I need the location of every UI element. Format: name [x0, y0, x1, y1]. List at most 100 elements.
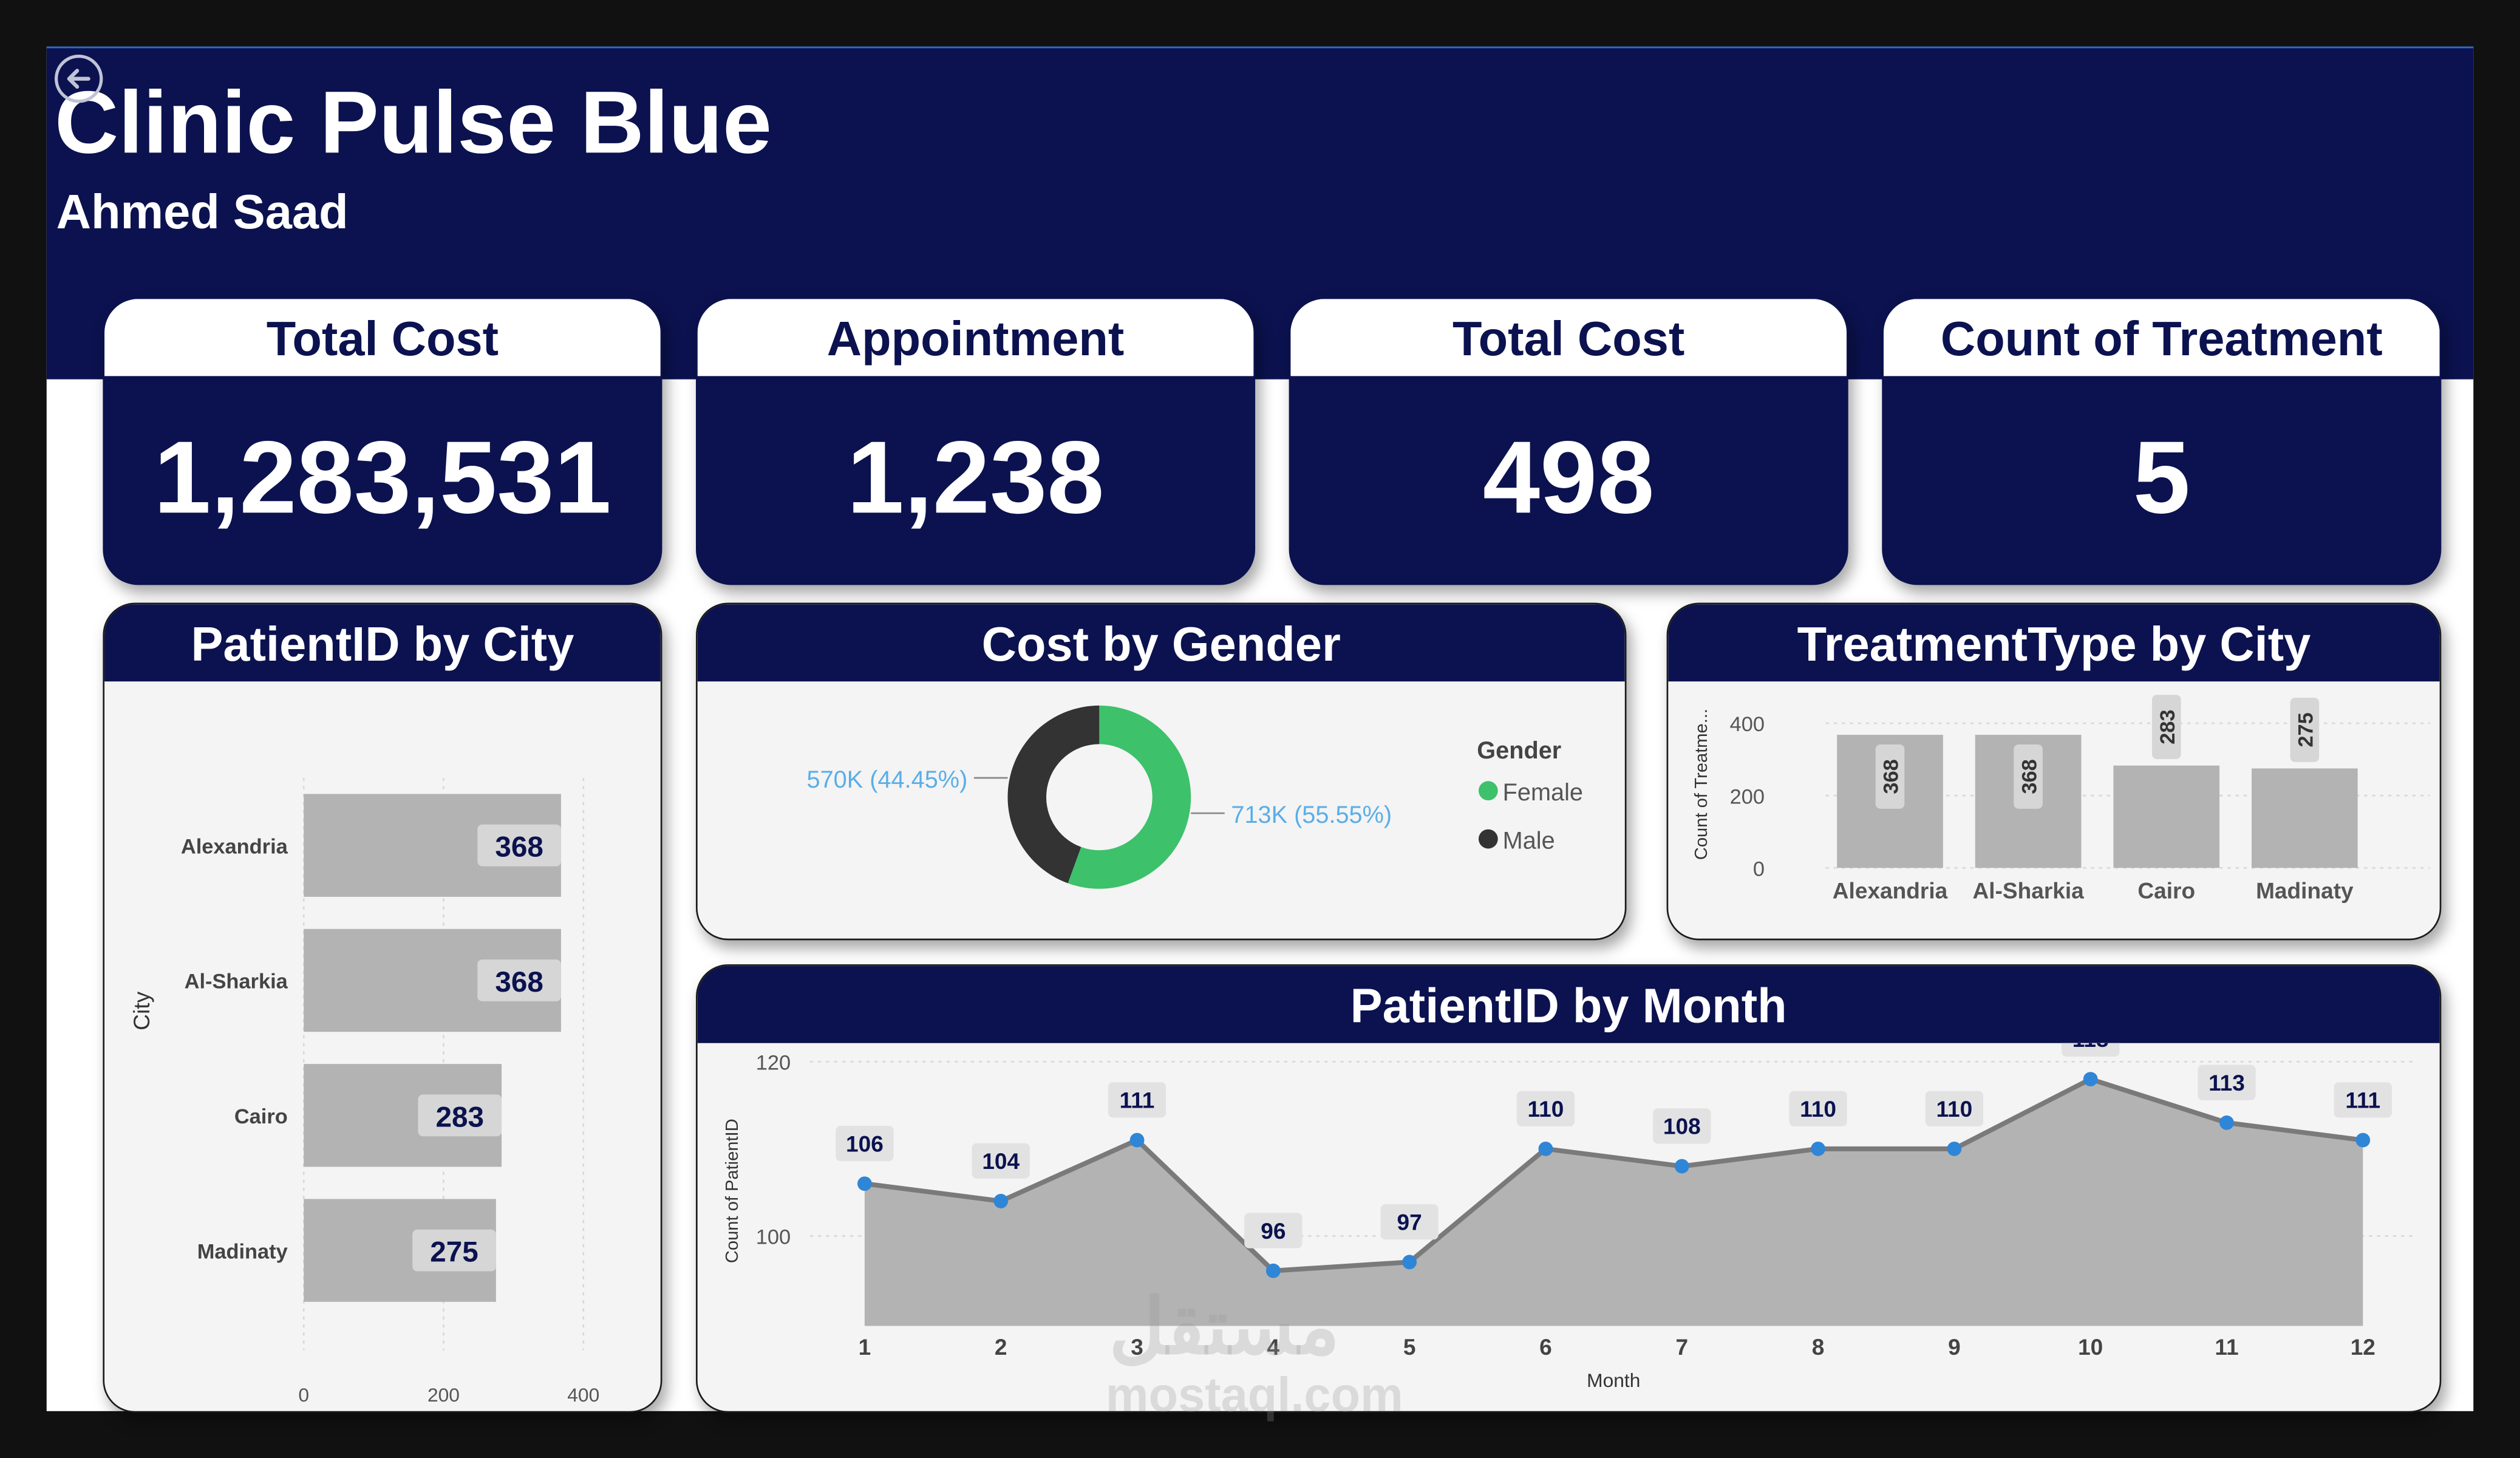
- y-tick-label: 400: [1730, 713, 1765, 736]
- x-tick-label: 4: [1267, 1334, 1280, 1360]
- y-axis-title: Count of Treatme...: [1692, 709, 1711, 860]
- pie-slice: [1007, 705, 1100, 884]
- data-label: 97: [1397, 1209, 1422, 1235]
- chart-title: PatientID by City: [104, 604, 661, 682]
- legend-marker: [1478, 781, 1498, 801]
- x-axis-title: Month: [1587, 1369, 1640, 1391]
- data-point: [857, 1176, 872, 1191]
- y-tick-label: 200: [1730, 785, 1765, 808]
- card-patientid-by-city[interactable]: PatientID by City 0 200 400 Alexandria 368 Al…: [103, 602, 662, 1413]
- watermark-logo-text: مستقل: [1109, 1286, 1340, 1371]
- series-line: [864, 1076, 2363, 1273]
- x-tick-label: 8: [1812, 1334, 1825, 1360]
- data-point: [993, 1194, 1009, 1208]
- x-tick-label: 2: [995, 1334, 1007, 1360]
- data-label-box: [2014, 744, 2043, 809]
- data-label: 713K (55.55%): [1231, 802, 1392, 828]
- category-label: Alexandria: [181, 835, 288, 858]
- kpi-value: 1,283,531: [154, 419, 611, 536]
- x-tick-label: 6: [1539, 1334, 1552, 1360]
- data-point: [1811, 1141, 1825, 1156]
- card-patientid-by-month[interactable]: PatientID by Month 100 120 106 1 104 2 111 3 96 4…: [696, 964, 2442, 1413]
- page-title: Clinic Pulse Blue: [54, 72, 772, 172]
- data-label: 118: [2072, 1043, 2109, 1052]
- kpi-card-appointment: Appointment 1,238: [696, 297, 1256, 585]
- kpi-card-count-of-treatment: Count of Treatment 5: [1882, 297, 2442, 585]
- y-axis-title: Count of PatientID: [723, 1119, 742, 1263]
- data-label: 275: [2295, 712, 2318, 747]
- y-tick-label: 0: [1753, 857, 1765, 881]
- data-label-box: [2334, 1082, 2392, 1118]
- chart-title: TreatmentType by City: [1668, 604, 2440, 682]
- data-label: 283: [435, 1101, 483, 1133]
- x-tick-label: 12: [2351, 1334, 2375, 1360]
- category-label: Madinaty: [2256, 878, 2354, 904]
- x-tick-label: 5: [1403, 1334, 1416, 1360]
- arrow-left-circle-icon[interactable]: [54, 54, 103, 103]
- data-label: 111: [1120, 1088, 1155, 1113]
- kpi-label: Count of Treatment: [1883, 299, 2440, 376]
- data-point: [1674, 1159, 1689, 1174]
- patientid-by-month-chart: 100 120 106 1 104 2 111 3 96 4 97 5 110 6 108 7 110 8 110 9…: [723, 1021, 2417, 1391]
- data-label: 96: [1261, 1218, 1286, 1244]
- chart-title: Cost by Gender: [697, 604, 1625, 682]
- x-tick-label: 200: [427, 1384, 460, 1406]
- data-label: 368: [1880, 759, 1903, 794]
- y-tick-label: 120: [756, 1052, 791, 1075]
- data-label: 570K (44.45%): [807, 766, 968, 793]
- data-label: 283: [2156, 709, 2179, 744]
- data-label-box: [1380, 1204, 1439, 1240]
- legend-marker: [1478, 829, 1498, 849]
- card-treatmenttype-by-city[interactable]: TreatmentType by City 0 200 400 368 Alexandr…: [1666, 602, 2442, 941]
- pie-slice: [1068, 705, 1191, 889]
- data-label: 110: [1936, 1096, 1972, 1122]
- data-label: 368: [2018, 759, 2041, 794]
- category-label: Alexandria: [1833, 878, 1948, 904]
- data-point: [2219, 1115, 2234, 1130]
- data-label-box: [1244, 1213, 1303, 1248]
- data-label-box: [1875, 744, 1905, 809]
- data-label: 275: [430, 1236, 478, 1269]
- legend-label: Female: [1503, 779, 1583, 806]
- y-tick-label: 100: [756, 1226, 791, 1249]
- data-label-box: [2290, 697, 2320, 762]
- treatmenttype-by-city-chart: 0 200 400 368 Alexandria 368 Al-Sharkia 283 Cair…: [1692, 695, 2430, 904]
- data-label: 111: [2345, 1088, 2380, 1113]
- chart-title: PatientID by Month: [697, 966, 2440, 1043]
- data-label-box: [972, 1143, 1030, 1179]
- card-cost-by-gender[interactable]: Cost by Gender 713K (55.55%) 570K (44.45%…: [696, 602, 1627, 941]
- data-label-box: [1789, 1091, 1847, 1126]
- legend-title: Gender: [1477, 737, 1561, 764]
- kpi-value: 498: [1482, 419, 1655, 536]
- data-label: 368: [495, 831, 543, 864]
- data-label: 368: [495, 966, 543, 998]
- data-point: [2355, 1133, 2371, 1148]
- kpi-card-total-cost-2: Total Cost 498: [1289, 297, 1848, 585]
- legend-label: Male: [1503, 827, 1555, 854]
- data-point: [1538, 1141, 1553, 1156]
- data-point: [1265, 1263, 1281, 1278]
- page-subtitle: Ahmed Saad: [56, 186, 349, 240]
- category-label: Al-Sharkia: [185, 970, 288, 993]
- patientid-by-city-chart: 0 200 400 Alexandria 368 Al-Sharkia 368 Cairo 28…: [129, 778, 599, 1406]
- data-point: [2083, 1072, 2098, 1087]
- category-label: Al-Sharkia: [1973, 878, 2085, 904]
- data-label-box: [1516, 1091, 1575, 1126]
- watermark-url: mostaql.com: [1105, 1369, 1403, 1423]
- kpi-label: Appointment: [697, 299, 1254, 376]
- kpi-label: Total Cost: [104, 299, 661, 376]
- bar: [2113, 765, 2220, 868]
- category-label: Cairo: [234, 1105, 288, 1128]
- x-tick-label: 3: [1131, 1334, 1143, 1360]
- cost-by-gender-chart: 713K (55.55%) 570K (44.45%) Gender Female Ma…: [807, 705, 1583, 889]
- data-label-box: [2151, 695, 2181, 760]
- kpi-value: 5: [2133, 419, 2190, 536]
- data-label-box: [412, 1229, 496, 1272]
- x-tick-label: 400: [567, 1384, 599, 1406]
- data-point: [1947, 1141, 1962, 1156]
- kpi-label: Total Cost: [1290, 299, 1847, 376]
- category-label: Cairo: [2137, 878, 2195, 904]
- x-tick-label: 1: [859, 1334, 871, 1360]
- category-label: Madinaty: [197, 1240, 288, 1263]
